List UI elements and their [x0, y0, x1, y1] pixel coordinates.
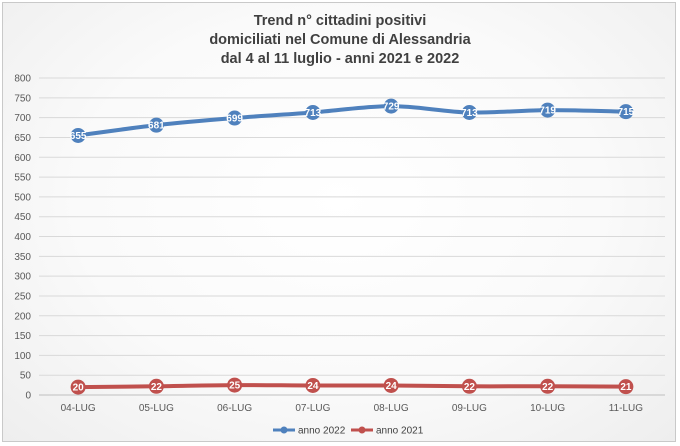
y-tick-label: 650 [14, 133, 31, 144]
y-tick-label: 700 [14, 113, 31, 124]
data-label: 22 [542, 382, 554, 393]
data-label: 681 [148, 121, 165, 132]
data-point [618, 104, 634, 120]
legend-swatch-marker [358, 426, 366, 434]
data-label: 719 [539, 106, 556, 117]
chart-title-line-1: Trend n° cittadini positivi [254, 13, 427, 29]
data-label: 22 [151, 382, 163, 393]
y-tick-label: 550 [14, 173, 31, 184]
chart-title-line-3: dal 4 al 11 luglio - anni 2021 e 2022 [221, 51, 460, 67]
data-label: 24 [386, 381, 398, 392]
y-tick-label: 150 [14, 331, 31, 342]
x-tick-label: 11-LUG [609, 403, 643, 414]
y-axis-tick-labels: 0 50 100 150 200 250 300 350 400 450 500 550 600 650 7… [14, 74, 31, 402]
series-anno-2022: 655 681 699 713 729 713 719 715 [70, 98, 635, 143]
chart-title-line-2: domiciliati nel Comune di Alessandria [209, 32, 471, 48]
data-point [70, 127, 86, 143]
data-label: 21 [620, 382, 632, 393]
data-label: 22 [464, 382, 476, 393]
data-point [383, 377, 399, 393]
data-point [461, 104, 477, 120]
y-tick-label: 50 [20, 371, 32, 382]
x-tick-label: 04-LUG [61, 403, 96, 414]
data-label: 713 [305, 108, 322, 119]
data-point [383, 98, 399, 114]
data-point [305, 377, 321, 393]
x-axis-tick-labels: 04-LUG 05-LUG 06-LUG 07-LUG 08-LUG 09-LUG 10-L… [61, 403, 644, 414]
legend-swatch-marker [280, 426, 288, 434]
data-point [540, 378, 556, 394]
data-label: 729 [383, 102, 400, 113]
y-tick-label: 350 [14, 252, 31, 263]
data-point [227, 377, 243, 393]
data-label: 715 [618, 107, 635, 118]
legend-label: anno 2022 [298, 426, 346, 437]
data-label: 699 [226, 114, 243, 125]
y-tick-label: 800 [14, 74, 31, 85]
y-tick-label: 600 [14, 153, 31, 164]
y-tick-label: 400 [14, 232, 31, 243]
chart-title: Trend n° cittadini positivi domiciliati … [209, 13, 471, 67]
data-label: 20 [73, 383, 85, 394]
series-anno-2021: 20 22 25 24 24 22 22 21 [70, 377, 634, 395]
y-tick-label: 250 [14, 291, 31, 302]
x-tick-label: 05-LUG [139, 403, 174, 414]
data-label: 24 [307, 381, 319, 392]
x-tick-label: 08-LUG [374, 403, 409, 414]
x-tick-label: 10-LUG [530, 403, 565, 414]
data-point [540, 102, 556, 118]
x-tick-label: 09-LUG [452, 403, 487, 414]
data-point [227, 110, 243, 126]
data-label: 25 [229, 381, 241, 392]
y-tick-label: 0 [25, 391, 31, 402]
chart-frame: Trend n° cittadini positivi domiciliati … [2, 2, 676, 442]
data-point [618, 379, 634, 395]
y-tick-label: 100 [14, 351, 31, 362]
data-label: 713 [461, 108, 478, 119]
y-tick-label: 750 [14, 93, 31, 104]
data-point [461, 378, 477, 394]
y-tick-label: 500 [14, 192, 31, 203]
y-tick-label: 450 [14, 212, 31, 223]
y-tick-label: 200 [14, 311, 31, 322]
data-point [70, 379, 86, 395]
legend-label: anno 2021 [376, 426, 424, 437]
x-tick-label: 06-LUG [217, 403, 252, 414]
y-tick-label: 300 [14, 272, 31, 283]
gridlines [39, 77, 665, 396]
data-point [148, 117, 164, 133]
data-point [148, 378, 164, 394]
line-chart: Trend n° cittadini positivi domiciliati … [14, 13, 665, 437]
series-lines: 655 681 699 713 729 713 719 715 20 22 25 24 24 22 22 21 [70, 98, 635, 395]
legend: anno 2022 anno 2021 [273, 426, 424, 437]
x-tick-label: 07-LUG [295, 403, 330, 414]
data-point [305, 104, 321, 120]
data-label: 655 [70, 131, 87, 142]
